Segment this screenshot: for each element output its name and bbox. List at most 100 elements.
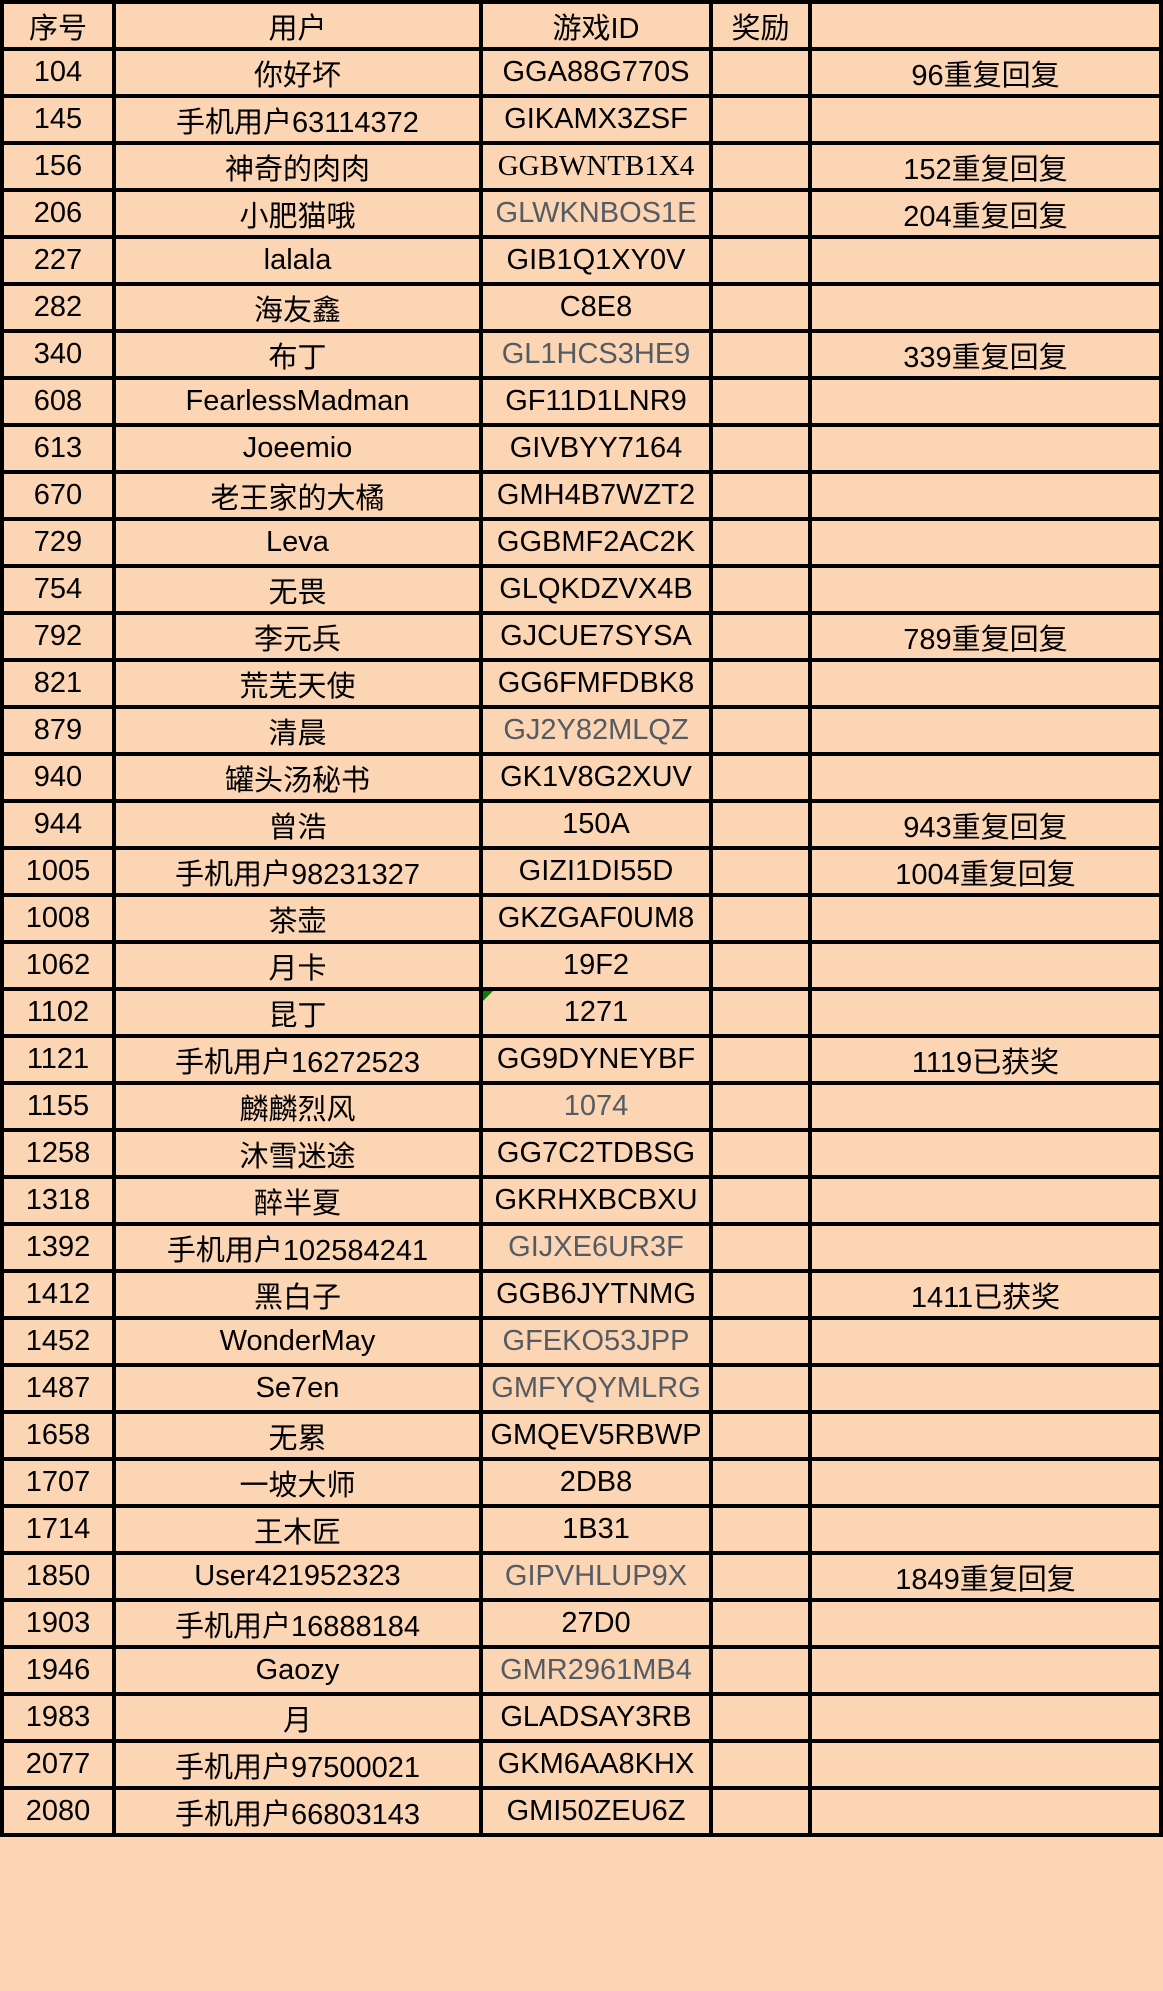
cell-game-id[interactable]: GF11D1LNR9 (479, 376, 713, 427)
cell-note[interactable] (808, 1410, 1163, 1461)
cell-no[interactable]: 754 (0, 564, 116, 615)
cell-game-id[interactable]: 19F2 (479, 940, 713, 991)
cell-game-id[interactable]: GLADSAY3RB (479, 1692, 713, 1743)
cell-game-id[interactable]: GIKAMX3ZSF (479, 94, 713, 145)
cell-reward[interactable] (709, 423, 812, 474)
cell-no[interactable]: 1155 (0, 1081, 116, 1132)
cell-reward[interactable] (709, 1222, 812, 1273)
cell-reward[interactable] (709, 1410, 812, 1461)
cell-user[interactable]: 你好坏 (112, 47, 483, 98)
cell-note[interactable]: 96重复回复 (808, 47, 1163, 98)
cell-note[interactable] (808, 235, 1163, 286)
cell-reward[interactable] (709, 752, 812, 803)
cell-reward[interactable] (709, 1786, 812, 1837)
cell-no[interactable]: 608 (0, 376, 116, 427)
cell-user[interactable]: 海友鑫 (112, 282, 483, 333)
cell-user[interactable]: 昆丁 (112, 987, 483, 1038)
cell-user[interactable]: 手机用户98231327 (112, 846, 483, 897)
cell-note[interactable]: 1004重复回复 (808, 846, 1163, 897)
cell-note[interactable]: 152重复回复 (808, 141, 1163, 192)
cell-user[interactable]: 黑白子 (112, 1269, 483, 1320)
cell-user[interactable]: 手机用户16888184 (112, 1598, 483, 1649)
cell-note[interactable]: 339重复回复 (808, 329, 1163, 380)
header-game-id[interactable]: 游戏ID (479, 0, 713, 51)
cell-game-id[interactable]: GIB1Q1XY0V (479, 235, 713, 286)
cell-reward[interactable] (709, 1363, 812, 1414)
cell-reward[interactable] (709, 1175, 812, 1226)
cell-note[interactable] (808, 1645, 1163, 1696)
cell-reward[interactable] (709, 188, 812, 239)
cell-no[interactable]: 1658 (0, 1410, 116, 1461)
cell-no[interactable]: 1005 (0, 846, 116, 897)
cell-note[interactable] (808, 1692, 1163, 1743)
cell-reward[interactable] (709, 1645, 812, 1696)
cell-no[interactable]: 670 (0, 470, 116, 521)
cell-no[interactable]: 282 (0, 282, 116, 333)
cell-no[interactable]: 340 (0, 329, 116, 380)
cell-user[interactable]: Se7en (112, 1363, 483, 1414)
cell-no[interactable]: 1850 (0, 1551, 116, 1602)
cell-note[interactable] (808, 282, 1163, 333)
cell-reward[interactable] (709, 705, 812, 756)
cell-reward[interactable] (709, 799, 812, 850)
cell-reward[interactable] (709, 658, 812, 709)
cell-game-id[interactable]: GMQEV5RBWP (479, 1410, 713, 1461)
cell-note[interactable] (808, 1504, 1163, 1555)
header-user[interactable]: 用户 (112, 0, 483, 51)
cell-user[interactable]: 神奇的肉肉 (112, 141, 483, 192)
cell-game-id[interactable]: 27D0 (479, 1598, 713, 1649)
cell-game-id[interactable]: 1B31 (479, 1504, 713, 1555)
cell-reward[interactable] (709, 282, 812, 333)
cell-game-id[interactable]: GJCUE7SYSA (479, 611, 713, 662)
cell-note[interactable] (808, 376, 1163, 427)
cell-reward[interactable] (709, 47, 812, 98)
cell-game-id[interactable]: GKRHXBCBXU (479, 1175, 713, 1226)
cell-user[interactable]: 茶壶 (112, 893, 483, 944)
cell-game-id[interactable]: GG7C2TDBSG (479, 1128, 713, 1179)
cell-no[interactable]: 1487 (0, 1363, 116, 1414)
cell-reward[interactable] (709, 1551, 812, 1602)
cell-user[interactable]: 无累 (112, 1410, 483, 1461)
cell-note[interactable]: 204重复回复 (808, 188, 1163, 239)
cell-game-id[interactable]: GIVBYY7164 (479, 423, 713, 474)
cell-no[interactable]: 1946 (0, 1645, 116, 1696)
cell-no[interactable]: 2077 (0, 1739, 116, 1790)
cell-note[interactable]: 1119已获奖 (808, 1034, 1163, 1085)
cell-reward[interactable] (709, 1128, 812, 1179)
cell-no[interactable]: 1707 (0, 1457, 116, 1508)
cell-reward[interactable] (709, 1692, 812, 1743)
cell-no[interactable]: 1452 (0, 1316, 116, 1367)
cell-no[interactable]: 1714 (0, 1504, 116, 1555)
cell-game-id[interactable]: GL1HCS3HE9 (479, 329, 713, 380)
cell-game-id[interactable]: GGBWNTB1X4 (479, 141, 713, 192)
cell-note[interactable] (808, 987, 1163, 1038)
header-note[interactable] (808, 0, 1163, 51)
cell-no[interactable]: 613 (0, 423, 116, 474)
cell-game-id[interactable]: GKZGAF0UM8 (479, 893, 713, 944)
cell-note[interactable] (808, 1739, 1163, 1790)
cell-user[interactable]: 麟麟烈风 (112, 1081, 483, 1132)
cell-note[interactable] (808, 1363, 1163, 1414)
header-reward[interactable]: 奖励 (709, 0, 812, 51)
cell-note[interactable] (808, 1316, 1163, 1367)
cell-note[interactable] (808, 1128, 1163, 1179)
cell-user[interactable]: FearlessMadman (112, 376, 483, 427)
cell-user[interactable]: 手机用户66803143 (112, 1786, 483, 1837)
cell-game-id[interactable]: GG6FMFDBK8 (479, 658, 713, 709)
cell-note[interactable]: 1849重复回复 (808, 1551, 1163, 1602)
cell-no[interactable]: 156 (0, 141, 116, 192)
cell-user[interactable]: 荒芜天使 (112, 658, 483, 709)
cell-user[interactable]: Leva (112, 517, 483, 568)
cell-game-id[interactable]: GLWKNBOS1E (479, 188, 713, 239)
cell-no[interactable]: 1062 (0, 940, 116, 991)
cell-note[interactable] (808, 893, 1163, 944)
cell-user[interactable]: User421952323 (112, 1551, 483, 1602)
cell-user[interactable]: 月卡 (112, 940, 483, 991)
cell-reward[interactable] (709, 940, 812, 991)
cell-note[interactable] (808, 940, 1163, 991)
cell-user[interactable]: 清晨 (112, 705, 483, 756)
cell-reward[interactable] (709, 846, 812, 897)
cell-game-id[interactable]: GJ2Y82MLQZ (479, 705, 713, 756)
cell-game-id[interactable]: GMFYQYMLRG (479, 1363, 713, 1414)
cell-no[interactable]: 1102 (0, 987, 116, 1038)
